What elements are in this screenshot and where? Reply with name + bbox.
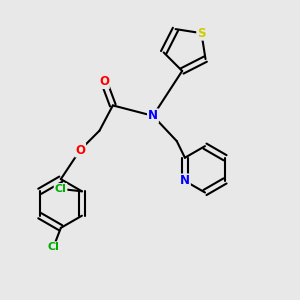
- Text: O: O: [99, 75, 109, 88]
- Text: S: S: [197, 27, 206, 40]
- Text: Cl: Cl: [55, 184, 67, 194]
- Text: O: O: [75, 143, 85, 157]
- Text: Cl: Cl: [47, 242, 59, 252]
- Text: N: N: [148, 109, 158, 122]
- Text: N: N: [180, 174, 190, 188]
